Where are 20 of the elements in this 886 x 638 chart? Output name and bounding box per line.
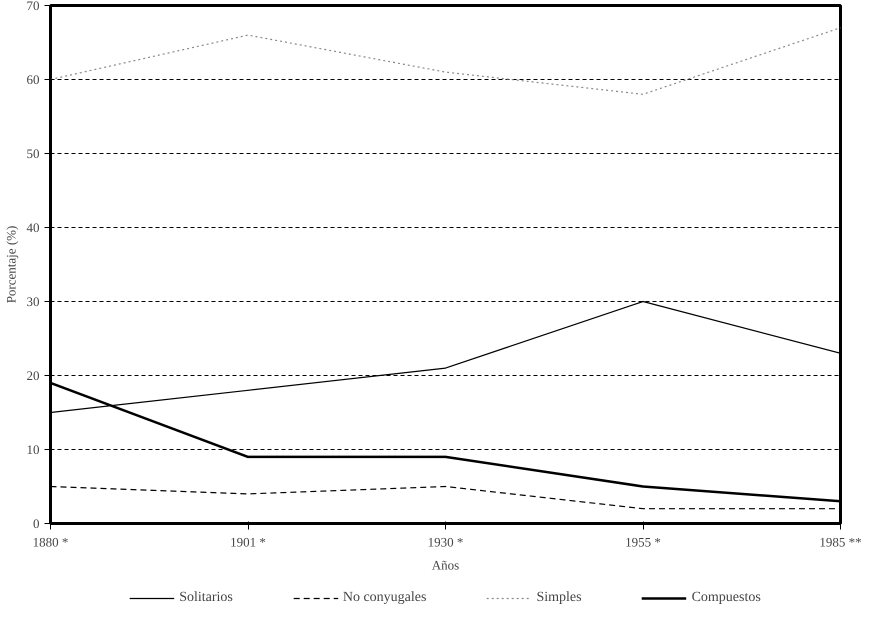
- legend-label: Solitarios: [179, 590, 233, 606]
- legend-label: No conyugales: [342, 590, 426, 606]
- x-tick-label: 1955 *: [625, 534, 661, 550]
- y-tick-label: 60: [26, 72, 40, 87]
- y-tick-label: 0: [33, 516, 40, 531]
- legend-label: Compuestos: [692, 590, 761, 606]
- y-tick-label: 50: [26, 146, 40, 161]
- x-tick-label: 1880 *: [32, 534, 68, 550]
- y-tick-label: 40: [26, 220, 40, 235]
- y-tick-label: 30: [26, 294, 40, 309]
- x-tick-label: 1985 **: [819, 534, 862, 550]
- y-tick-label: 20: [26, 368, 40, 383]
- legend-label: Simples: [536, 590, 582, 606]
- y-axis-title: Porcentaje (%): [4, 226, 18, 304]
- x-tick-label: 1901 *: [230, 534, 266, 550]
- y-tick-label: 10: [26, 442, 40, 457]
- y-tick-label: 70: [26, 0, 40, 13]
- line-series: [50, 27, 840, 95]
- x-tick-label: 1930 *: [428, 534, 464, 550]
- x-axis-title: Años: [432, 558, 460, 572]
